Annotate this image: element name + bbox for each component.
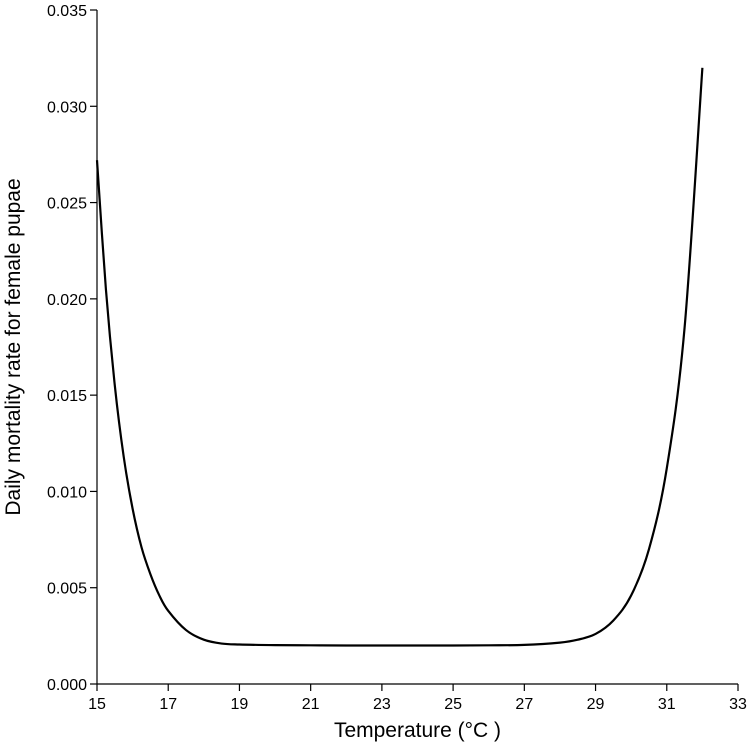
y-tick-label: 0.015 xyxy=(47,388,87,405)
y-tick-label: 0.035 xyxy=(47,3,87,20)
x-tick-label: 25 xyxy=(444,696,462,713)
x-axis-ticks: 15 17 19 21 23 25 27 29 31 33 xyxy=(88,684,747,713)
x-tick-label: 17 xyxy=(159,696,177,713)
x-tick-label: 21 xyxy=(302,696,320,713)
y-tick-label: 0.010 xyxy=(47,484,87,501)
mortality-curve xyxy=(95,67,704,647)
x-tick-label: 15 xyxy=(88,696,106,713)
y-tick-label: 0.020 xyxy=(47,292,87,309)
y-tick-label: 0.025 xyxy=(47,196,87,213)
y-tick-label: 0.005 xyxy=(47,581,87,598)
y-axis-ticks: 0.000 0.005 0.010 0.015 0.020 0.025 0.030 0.035 xyxy=(47,3,97,694)
x-tick-label: 27 xyxy=(515,696,533,713)
y-axis-title: Daily mortality rate for female pupae xyxy=(2,178,25,515)
x-tick-label: 19 xyxy=(231,696,249,713)
x-tick-label: 31 xyxy=(658,696,676,713)
y-tick-label: 0.030 xyxy=(47,99,87,116)
x-axis-title: Temperature (°C ) xyxy=(334,719,501,742)
x-tick-label: 33 xyxy=(729,696,747,713)
x-tick-label: 23 xyxy=(373,696,391,713)
y-tick-label: 0.000 xyxy=(47,677,87,694)
x-tick-label: 29 xyxy=(587,696,605,713)
